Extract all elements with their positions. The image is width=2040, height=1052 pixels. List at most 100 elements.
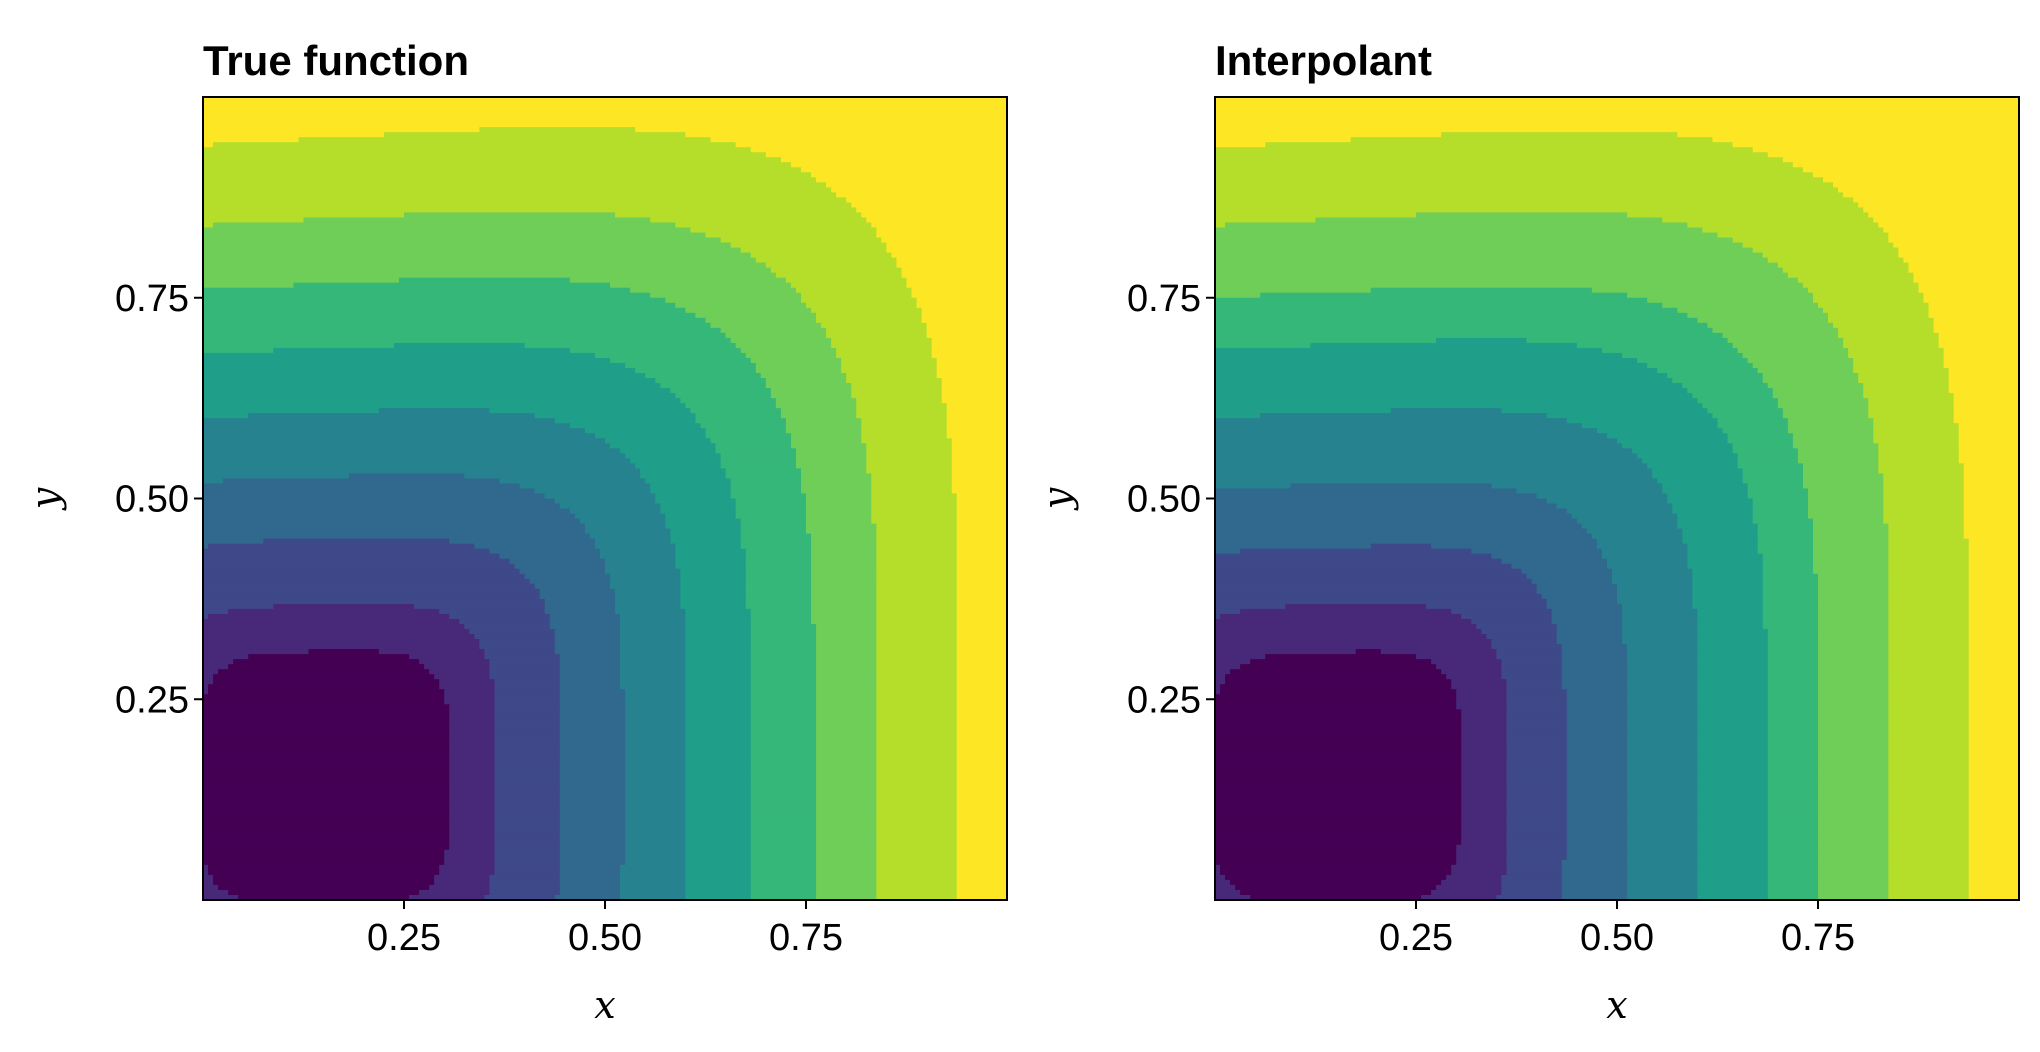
contour-band-level-1 — [1215, 689, 1221, 695]
contour-band-level-3 — [1521, 568, 1613, 575]
contour-band-level-8 — [1888, 563, 1970, 570]
contour-band-level-6 — [203, 332, 727, 339]
contour-band-level-4 — [1627, 714, 1698, 720]
contour-band-level-4 — [1215, 443, 1623, 449]
contour-band-level-9 — [1958, 433, 2020, 439]
contour-band-level-8 — [866, 458, 953, 464]
contour-band-level-8 — [1350, 137, 1714, 143]
contour-band-level-3 — [1215, 498, 1548, 505]
contour-band-level-1 — [449, 764, 496, 771]
contour-band-level-9 — [956, 864, 1008, 871]
contour-band-level-4 — [1611, 578, 1693, 585]
contour-band-level-1 — [439, 684, 496, 690]
contour-band-level-3 — [1561, 684, 1628, 690]
x-axis-label: x — [594, 983, 615, 1027]
contour-band-level-5 — [640, 468, 727, 475]
contour-band-level-9 — [1968, 628, 2020, 635]
contour-band-level-7 — [816, 704, 877, 710]
contour-band-level-9 — [1923, 292, 2020, 299]
contour-band-level-3 — [559, 734, 626, 740]
contour-band-level-8 — [1888, 613, 1970, 620]
contour-band-level-6 — [750, 769, 817, 776]
contour-band-level-8 — [1888, 789, 1970, 796]
x-axis-label: x — [1606, 983, 1627, 1027]
contour-band-level-2 — [1215, 563, 1513, 570]
contour-band-level-9 — [1968, 889, 2020, 896]
contour-band-level-9 — [1953, 418, 2020, 424]
contour-band-level-2 — [1506, 709, 1568, 715]
contour-band-level-4 — [620, 634, 686, 640]
contour-band-level-8 — [1888, 769, 1970, 776]
contour-band-level-6 — [705, 433, 792, 439]
contour-band-level-8 — [1215, 167, 1804, 173]
contour-band-level-3 — [1566, 754, 1628, 761]
contour-band-level-6 — [750, 834, 817, 841]
contour-band-level-6 — [1767, 824, 1819, 831]
contour-band-level-3 — [449, 538, 596, 545]
contour-band-level-4 — [1606, 563, 1688, 570]
contour-band-level-9 — [956, 508, 1008, 515]
contour-band-level-0 — [1240, 664, 1437, 670]
contour-band-level-3 — [1566, 749, 1628, 756]
contour-band-level-5 — [1697, 769, 1769, 776]
contour-band-level-3 — [1566, 824, 1628, 831]
contour-band-level-6 — [1637, 357, 1749, 364]
contour-band-level-8 — [876, 568, 958, 575]
contour-band-level-9 — [1968, 623, 2020, 630]
contour-band-level-9 — [1802, 167, 2020, 173]
contour-band-level-8 — [876, 573, 958, 580]
contour-band-level-6 — [1767, 639, 1819, 645]
contour-band-level-5 — [1642, 458, 1739, 464]
contour-band-level-9 — [946, 413, 1008, 419]
contour-band-level-3 — [203, 488, 536, 495]
contour-band-level-7 — [630, 287, 797, 294]
contour-band-level-1 — [1441, 669, 1503, 675]
contour-band-level-5 — [685, 659, 752, 665]
contour-band-level-2 — [494, 734, 561, 740]
contour-band-level-8 — [876, 759, 958, 766]
contour-band-level-1 — [449, 729, 496, 735]
contour-band-level-9 — [1958, 453, 2020, 459]
contour-band-level-5 — [685, 714, 752, 720]
contour-band-level-7 — [765, 383, 852, 389]
contour-band-level-7 — [1818, 744, 1889, 751]
contour-band-level-9 — [951, 438, 1008, 444]
contour-band-level-9 — [951, 468, 1008, 475]
contour-band-level-5 — [203, 413, 249, 419]
contour-band-level-8 — [876, 664, 958, 670]
contour-band-level-3 — [1541, 593, 1618, 600]
contour-band-level-9 — [203, 97, 1008, 103]
contour-band-level-2 — [1496, 894, 1563, 901]
contour-band-level-8 — [876, 553, 958, 560]
contour-band-level-8 — [1888, 834, 1970, 841]
contour-band-level-7 — [1737, 347, 1849, 354]
contour-band-level-8 — [841, 357, 938, 364]
contour-band-level-3 — [559, 684, 621, 690]
contour-band-level-7 — [203, 282, 295, 289]
contour-band-level-0 — [1215, 844, 1457, 851]
contour-band-level-6 — [293, 282, 611, 289]
contour-band-level-2 — [494, 864, 561, 871]
contour-band-level-3 — [549, 613, 621, 620]
contour-band-level-8 — [866, 448, 953, 454]
contour-band-level-8 — [1888, 623, 1970, 630]
contour-band-level-5 — [685, 674, 752, 680]
contour-band-level-8 — [1883, 488, 1965, 495]
contour-band-level-8 — [876, 764, 958, 771]
contour-band-level-9 — [1968, 844, 2020, 851]
contour-band-level-8 — [1818, 302, 1930, 309]
contour-band-level-6 — [1757, 548, 1814, 555]
contour-band-level-0 — [213, 879, 435, 886]
contour-band-level-6 — [750, 759, 817, 766]
contour-band-level-3 — [559, 839, 626, 846]
contour-band-level-1 — [1451, 864, 1508, 871]
contour-band-level-5 — [685, 884, 752, 891]
contour-band-level-1 — [1461, 824, 1508, 831]
contour-band-level-6 — [1767, 739, 1819, 746]
contour-band-level-3 — [1215, 508, 1568, 515]
contour-band-level-0 — [218, 669, 430, 675]
contour-band-level-5 — [675, 553, 747, 560]
contour-band-level-1 — [1461, 714, 1508, 720]
contour-band-level-5 — [665, 523, 742, 530]
contour-band-level-5 — [1692, 573, 1764, 580]
